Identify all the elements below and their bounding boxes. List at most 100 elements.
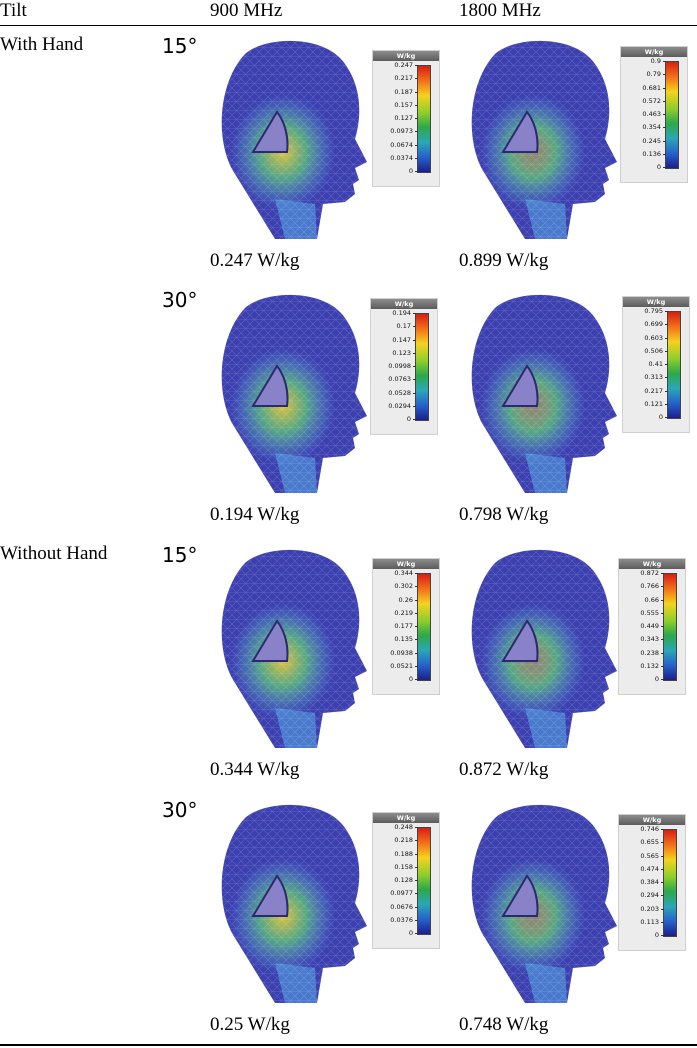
sar-caption: 0.194 W/kg bbox=[210, 504, 300, 525]
colorbar-tick-mark bbox=[661, 599, 664, 601]
colorbar-tick-label: 0.0294 bbox=[388, 401, 411, 410]
colorbar-tick-mark bbox=[415, 652, 418, 654]
colorbar-tick-label: 0.0763 bbox=[388, 375, 411, 384]
colorbar-unit: W/kg bbox=[373, 559, 439, 569]
colorbar-tick-mark bbox=[665, 350, 668, 352]
colorbar-tick-mark bbox=[665, 417, 668, 418]
colorbar-tick-label: 0.41 bbox=[648, 360, 663, 368]
colorbar-tick-mark bbox=[415, 91, 418, 93]
colorbar-tick-label: 0.0521 bbox=[390, 661, 413, 670]
colorbar-tick-label: 0.699 bbox=[644, 320, 663, 329]
colorbar-tick-label: 0.132 bbox=[640, 661, 659, 670]
colorbar-tick-mark bbox=[665, 324, 668, 326]
colorbar-tick-mark bbox=[413, 379, 416, 381]
colorbar-tick-mark bbox=[415, 840, 418, 842]
colorbar-tick-mark bbox=[415, 626, 418, 627]
colorbar-tick-label: 0.127 bbox=[394, 114, 413, 122]
colorbar-tick-label: 0.555 bbox=[640, 608, 659, 617]
bottom-rule bbox=[0, 1044, 697, 1046]
tilt-label: 30° bbox=[162, 798, 198, 822]
colorbar-tick-label: 0.188 bbox=[394, 849, 413, 858]
colorbar-tick-label: 0.177 bbox=[394, 622, 413, 630]
colorbar-tick-mark bbox=[661, 908, 664, 910]
colorbar-tick-mark bbox=[661, 639, 664, 641]
colorbar-tick-mark bbox=[661, 935, 664, 936]
colorbar-tick-label: 0.218 bbox=[394, 836, 413, 845]
tilt-label: 15° bbox=[162, 34, 198, 58]
column-header-1800mhz: 1800 MHz bbox=[459, 0, 541, 21]
colorbar-legend: W/kg 0.795 0.699 0.603 0.506 0.41 0.313 0.217 0.… bbox=[622, 296, 690, 433]
colorbar-tick-label: 0.343 bbox=[640, 635, 659, 644]
colorbar-tick-label: 0.344 bbox=[394, 569, 413, 577]
colorbar-tick-label: 0.449 bbox=[640, 622, 659, 630]
sar-caption: 0.748 W/kg bbox=[459, 1014, 549, 1035]
colorbar-tick-label: 0.219 bbox=[394, 608, 413, 617]
sar-head-panel: W/kg 0.795 0.699 0.603 0.506 0.41 0.313 0.217 0.… bbox=[455, 288, 690, 503]
colorbar-tick-mark bbox=[415, 919, 418, 921]
colorbar-tick-label: 0 bbox=[654, 931, 659, 939]
colorbar-tick-label: 0.474 bbox=[640, 864, 659, 873]
header-rule bbox=[0, 25, 697, 26]
column-header-tilt: Tilt bbox=[0, 0, 27, 21]
colorbar-tick-label: 0.506 bbox=[644, 346, 663, 355]
head-sar-image bbox=[471, 40, 617, 240]
sar-head-panel: W/kg 0.872 0.766 0.66 0.555 0.449 0.343 0.238 0.… bbox=[455, 543, 690, 758]
colorbar-tick-mark bbox=[661, 652, 664, 654]
colorbar-tick-label: 0.248 bbox=[394, 823, 413, 831]
colorbar-tick-label: 0 bbox=[658, 413, 663, 421]
head-sar-image bbox=[221, 40, 367, 240]
colorbar-tick-label: 0 bbox=[408, 167, 413, 175]
group-label-without-hand: Without Hand bbox=[0, 543, 108, 564]
colorbar-tick-label: 0.26 bbox=[398, 595, 413, 604]
phone-shape bbox=[251, 874, 289, 917]
colorbar-tick-mark bbox=[415, 104, 418, 106]
colorbar-tick-label: 0 bbox=[656, 163, 661, 171]
colorbar-tick-mark bbox=[413, 352, 416, 354]
colorbar-tick-label: 0.354 bbox=[642, 123, 661, 132]
colorbar-tick-label: 0.187 bbox=[394, 87, 413, 96]
colorbar-tick-mark bbox=[663, 114, 666, 115]
colorbar-tick-label: 0.0998 bbox=[388, 362, 411, 370]
colorbar-unit: W/kg bbox=[619, 559, 685, 569]
colorbar-tick-mark bbox=[661, 921, 664, 923]
head-sar-image bbox=[471, 804, 617, 1003]
colorbar-tick-mark bbox=[661, 855, 664, 857]
colorbar-tick-label: 0.384 bbox=[640, 878, 659, 886]
colorbar-tick-mark bbox=[415, 586, 418, 588]
colorbar-tick-label: 0.217 bbox=[644, 386, 663, 395]
colorbar-legend: W/kg 0.9 0.79 0.681 0.572 0.463 0.354 0.245 0.13… bbox=[620, 46, 688, 183]
colorbar-tick-mark bbox=[661, 586, 664, 588]
colorbar-tick-mark bbox=[665, 311, 668, 312]
colorbar-tick-mark bbox=[415, 853, 418, 855]
colorbar-tick-label: 0.0376 bbox=[390, 915, 413, 924]
colorbar-unit: W/kg bbox=[619, 815, 685, 825]
colorbar-gradient bbox=[663, 829, 677, 937]
colorbar-tick-mark bbox=[661, 829, 664, 830]
colorbar-tick-mark bbox=[415, 144, 418, 146]
phone-shape bbox=[501, 874, 539, 917]
sar-caption: 0.344 W/kg bbox=[210, 759, 300, 780]
colorbar-legend: W/kg 0.872 0.766 0.66 0.555 0.449 0.343 0.238 0.… bbox=[618, 558, 686, 695]
colorbar-tick-mark bbox=[661, 895, 664, 897]
colorbar-tick-mark bbox=[415, 573, 418, 574]
colorbar-tick-label: 0.0938 bbox=[390, 648, 413, 657]
colorbar-tick-label: 0.0676 bbox=[390, 902, 413, 911]
colorbar-tick-mark bbox=[661, 612, 664, 614]
sar-caption: 0.872 W/kg bbox=[459, 759, 549, 780]
colorbar-tick-label: 0.128 bbox=[394, 876, 413, 884]
colorbar-tick-mark bbox=[661, 626, 664, 627]
colorbar-tick-label: 0.238 bbox=[640, 648, 659, 657]
colorbar-tick-mark bbox=[665, 403, 668, 405]
tilt-label: 15° bbox=[162, 543, 198, 567]
colorbar-tick-label: 0.0674 bbox=[390, 140, 413, 149]
phone-shape bbox=[251, 110, 289, 153]
colorbar-gradient bbox=[415, 313, 429, 421]
colorbar-tick-label: 0.603 bbox=[644, 333, 663, 342]
colorbar-tick-label: 0.157 bbox=[394, 100, 413, 109]
colorbar-tick-mark bbox=[415, 906, 418, 908]
colorbar-tick-mark bbox=[415, 171, 418, 172]
colorbar-tick-label: 0.872 bbox=[640, 569, 659, 577]
phone-shape bbox=[501, 110, 539, 153]
phone-shape bbox=[251, 619, 289, 662]
colorbar-tick-mark bbox=[663, 153, 666, 155]
